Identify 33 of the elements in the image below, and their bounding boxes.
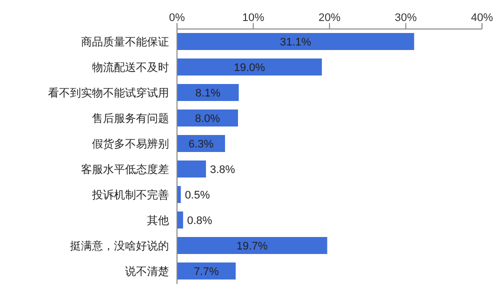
bar: [177, 237, 328, 254]
data-label: 6.3%: [188, 138, 214, 150]
data-label: 3.8%: [210, 164, 236, 176]
bar: [177, 84, 239, 101]
y-tick-label: 商品质量不能保证: [81, 36, 169, 49]
data-label: 31.1%: [280, 36, 312, 48]
data-label: 0.8%: [187, 215, 212, 227]
bar: [177, 58, 322, 76]
bar: [177, 262, 236, 280]
y-tick-label: 其他: [147, 214, 169, 228]
bar: [177, 33, 414, 50]
data-label: 8.1%: [195, 88, 221, 100]
x-tick-label: 0%: [169, 12, 186, 24]
bar: [177, 160, 206, 178]
x-tick-label: 30%: [394, 12, 417, 24]
y-tick-label: 挺满意，没啥好说的: [70, 240, 169, 253]
y-tick-label: 假货多不易辨别: [92, 138, 169, 151]
data-label: 19.0%: [234, 62, 266, 74]
x-tick-label: 10%: [242, 12, 264, 24]
data-label: 19.7%: [236, 240, 268, 252]
data-label: 7.7%: [194, 266, 220, 278]
data-label: 0.5%: [184, 190, 210, 202]
y-tick-label: 物流配送不及时: [92, 61, 169, 74]
y-tick-label: 客服水平低态度差: [81, 163, 169, 176]
data-label: 8.0%: [194, 113, 220, 125]
bar: [177, 212, 184, 228]
y-tick-label: 售后服务有问题: [92, 112, 169, 126]
bar: [177, 186, 181, 203]
x-tick-label: 40%: [470, 12, 494, 24]
y-tick-label: 说不清楚: [125, 265, 169, 278]
y-tick-label: 看不到实物不能试穿试用: [48, 86, 169, 100]
y-tick-label: 投诉机制不完善: [91, 188, 169, 202]
x-tick-label: 20%: [318, 12, 341, 24]
